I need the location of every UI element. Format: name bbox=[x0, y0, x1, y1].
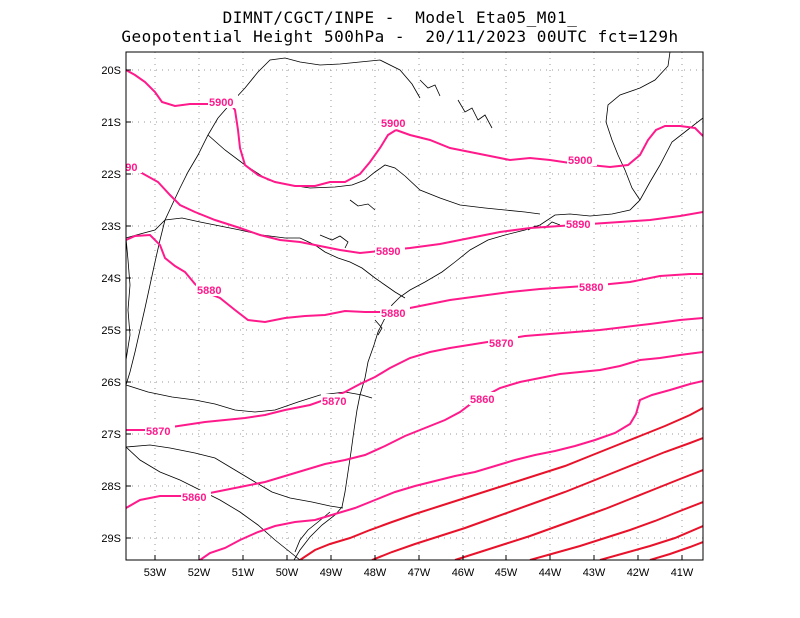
contour-label: 5880 bbox=[197, 285, 221, 297]
contour-label: 5870 bbox=[489, 338, 513, 350]
contour-label: 5870 bbox=[322, 396, 346, 408]
longitude-labels: 53W 52W 51W 50W 49W 48W 47W 46W 45W 44W … bbox=[144, 567, 694, 579]
lat-tick-label: 21S bbox=[101, 117, 121, 129]
contour-label: 5900 bbox=[568, 155, 592, 167]
lon-tick-label: 50W bbox=[276, 567, 299, 579]
contour-label: 5890 bbox=[566, 219, 590, 231]
lon-tick-label: 52W bbox=[188, 567, 211, 579]
lon-tick-label: 49W bbox=[320, 567, 343, 579]
lon-tick-label: 42W bbox=[627, 567, 650, 579]
contour-label: 5900 bbox=[381, 118, 405, 130]
contour-label: 5880 bbox=[579, 282, 603, 294]
coastline-and-borders bbox=[126, 52, 703, 560]
contour-label: 5870 bbox=[146, 426, 170, 438]
geopotential-contours-low bbox=[299, 407, 703, 560]
contour-label: 5890 bbox=[113, 162, 137, 174]
lon-tick-label: 46W bbox=[452, 567, 475, 579]
lon-tick-label: 44W bbox=[539, 567, 562, 579]
chart-title-line2: Geopotential Height 500hPa - 20/11/2023 … bbox=[121, 27, 679, 46]
lat-tick-label: 25S bbox=[101, 325, 121, 337]
contour-label: 5890 bbox=[376, 246, 400, 258]
lon-tick-label: 45W bbox=[495, 567, 518, 579]
contour-label: 5900 bbox=[209, 97, 233, 109]
lon-tick-label: 47W bbox=[408, 567, 431, 579]
lon-tick-label: 53W bbox=[144, 567, 167, 579]
lat-tick-label: 29S bbox=[101, 533, 121, 545]
lat-tick-label: 24S bbox=[101, 273, 121, 285]
grid bbox=[126, 52, 703, 560]
lon-tick-label: 41W bbox=[671, 567, 694, 579]
contour-label: 5860 bbox=[470, 394, 494, 406]
latitude-labels: 20S 21S 22S 23S 24S 25S 26S 27S 28S 29S bbox=[101, 65, 121, 545]
lon-tick-label: 48W bbox=[364, 567, 387, 579]
lat-tick-label: 28S bbox=[101, 481, 121, 493]
tick-marks bbox=[126, 69, 683, 560]
contour-label: 5880 bbox=[381, 308, 405, 320]
map-frame bbox=[125, 51, 704, 561]
lon-tick-label: 43W bbox=[583, 567, 606, 579]
contour-label: 5860 bbox=[182, 492, 206, 504]
lat-tick-label: 20S bbox=[101, 65, 121, 77]
geopotential-contours-high bbox=[126, 69, 703, 560]
lat-tick-label: 26S bbox=[101, 377, 121, 389]
lat-tick-label: 22S bbox=[101, 169, 121, 181]
lat-tick-label: 23S bbox=[101, 221, 121, 233]
chart-title-line1: DIMNT/CGCT/INPE - Model Eta05_M01_ bbox=[222, 8, 578, 27]
lon-tick-label: 51W bbox=[232, 567, 255, 579]
contour-labels: 5900 5900 5900 5890 5890 5890 5880 5880 … bbox=[113, 95, 608, 504]
lat-tick-label: 27S bbox=[101, 429, 121, 441]
